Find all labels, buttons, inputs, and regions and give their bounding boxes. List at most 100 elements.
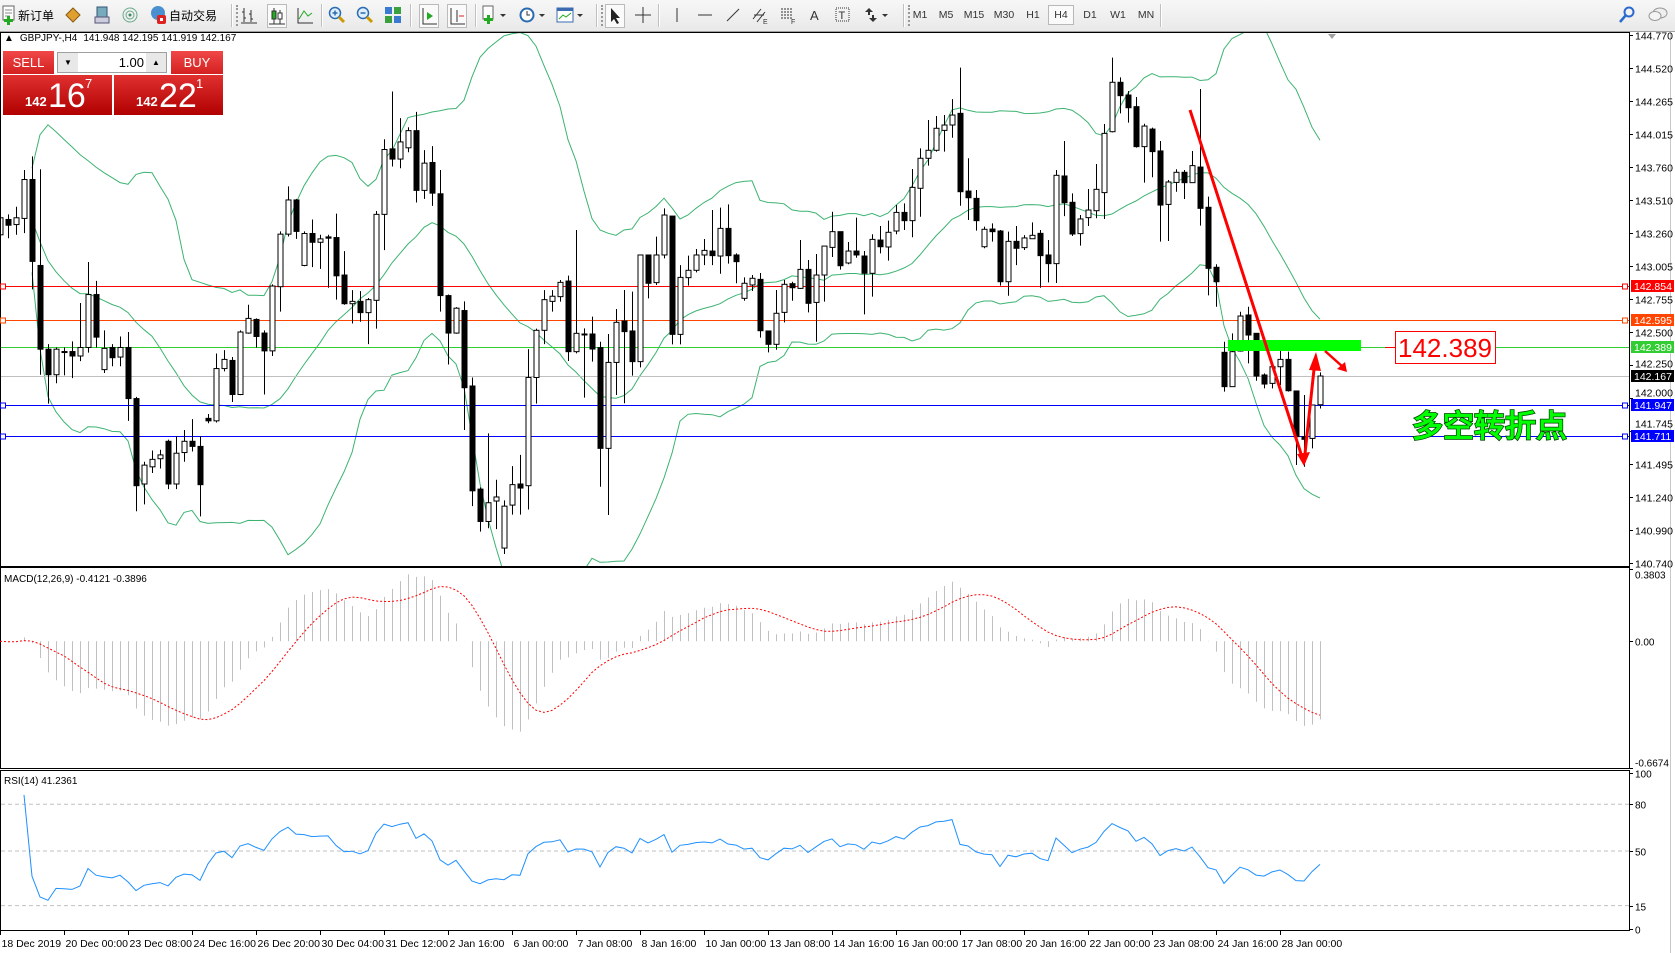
candle: [493, 479, 500, 530]
toolbar: 新订单 自动交易 E F A T M1 M5 M15 M30 H1 H4 D1 …: [0, 0, 1675, 32]
add-indicator-icon: [482, 5, 506, 24]
buy-price-button[interactable]: 142 22 1: [114, 75, 223, 115]
line-anchor-handle[interactable]: [1622, 283, 1628, 290]
line-anchor-handle[interactable]: [0, 402, 6, 409]
horizontal-line-button[interactable]: [696, 4, 714, 26]
candle-body-bull: [237, 331, 244, 396]
candle: [1221, 341, 1228, 392]
chat-icon: [1648, 7, 1668, 21]
price-label-text: 142.389: [1398, 333, 1492, 363]
text-button[interactable]: A: [808, 4, 822, 26]
signal-icon: [122, 7, 138, 23]
lot-increase-button[interactable]: ▲: [146, 53, 166, 72]
line-anchor-handle[interactable]: [0, 283, 6, 290]
auto-trading-button[interactable]: 自动交易: [149, 4, 217, 26]
candle: [429, 146, 436, 206]
candle: [821, 245, 828, 302]
line-anchor-handle[interactable]: [1622, 402, 1628, 409]
fibonacci-button[interactable]: F: [779, 4, 797, 26]
timeframe-m1[interactable]: M1: [912, 9, 928, 21]
chat-button[interactable]: [1647, 4, 1669, 26]
downtrend-line[interactable]: [1188, 109, 1306, 464]
lot-decrease-button[interactable]: ▼: [58, 53, 78, 72]
navigator-button[interactable]: [93, 4, 111, 26]
candle: [221, 350, 228, 372]
terminal-button[interactable]: [121, 4, 139, 26]
price-tick-label: 144.770: [1635, 31, 1673, 43]
channel-button[interactable]: E: [751, 4, 769, 26]
timeframe-h1[interactable]: H1: [1026, 9, 1040, 21]
rebound-arrow-line[interactable]: [1302, 359, 1317, 464]
candle: [373, 210, 380, 329]
timeframe-m5[interactable]: M5: [938, 9, 954, 21]
trendline-button[interactable]: [724, 4, 742, 26]
search-button[interactable]: [1618, 4, 1636, 26]
candle: [397, 118, 404, 169]
zoom-in-button[interactable]: [328, 4, 346, 26]
text-label-button[interactable]: T: [835, 4, 851, 26]
candlestick-chart-button[interactable]: [267, 4, 287, 28]
sell-price-pip: 7: [85, 76, 93, 91]
turning-zone-rectangle[interactable]: [1228, 340, 1361, 351]
timeframe-d1[interactable]: D1: [1083, 9, 1097, 21]
chevron-down-icon: ▼: [64, 58, 72, 67]
templates-button[interactable]: [556, 4, 584, 26]
sell-price-button[interactable]: 142 16 7: [3, 75, 112, 115]
candle: [1309, 404, 1316, 449]
collapse-triangle-icon[interactable]: ▲: [4, 33, 14, 44]
line-anchor-handle[interactable]: [0, 317, 6, 324]
candle-body-bull: [181, 440, 188, 454]
candle: [533, 328, 540, 404]
buy-button[interactable]: BUY: [171, 51, 223, 75]
candle: [549, 290, 556, 312]
projection-arrow-line[interactable]: [1324, 350, 1344, 368]
toolbar-divider: [410, 4, 412, 27]
line-anchor-handle[interactable]: [0, 433, 6, 440]
chart-shift-button[interactable]: [447, 4, 467, 28]
time-tick-label: 8 Jan 16:00: [642, 938, 697, 950]
candle: [389, 91, 396, 167]
candle-body-bear: [1181, 171, 1188, 184]
auto-scroll-button[interactable]: [419, 4, 439, 28]
timeframe-m30[interactable]: M30: [993, 9, 1015, 21]
line-anchor-handle[interactable]: [1622, 317, 1628, 324]
periods-button[interactable]: [518, 4, 546, 26]
candle: [1021, 235, 1028, 250]
time-tick-label: 20 Jan 16:00: [1026, 938, 1087, 950]
price-line-label: 141.711: [1634, 431, 1671, 443]
price-label-box[interactable]: [1395, 331, 1496, 364]
candle: [341, 251, 348, 305]
market-watch-button[interactable]: [64, 4, 82, 26]
line-anchor-handle[interactable]: [1622, 433, 1628, 440]
candle: [485, 433, 492, 529]
candle: [437, 169, 444, 312]
zoom-out-button[interactable]: [356, 4, 374, 26]
chart-shift-marker-icon[interactable]: [1328, 34, 1336, 39]
arrows-button[interactable]: [864, 4, 890, 26]
timeframe-mn[interactable]: MN: [1137, 9, 1155, 21]
timeframe-w1[interactable]: W1: [1110, 9, 1126, 21]
lot-size-field[interactable]: ▼ 1.00 ▲: [57, 52, 167, 73]
lot-size-value[interactable]: 1.00: [118, 55, 144, 70]
bar-chart-button[interactable]: [240, 4, 258, 26]
crosshair-button[interactable]: [634, 4, 652, 26]
toolbar-grip[interactable]: [908, 5, 912, 26]
candlestick-icon: [269, 8, 285, 25]
toolbar-grip[interactable]: [601, 5, 605, 26]
tile-windows-button[interactable]: [384, 4, 402, 26]
sell-button[interactable]: SELL: [3, 51, 54, 75]
candle: [1261, 373, 1268, 389]
candle-body-bull: [541, 299, 548, 331]
toolbar-grip[interactable]: [236, 5, 240, 26]
chart-background: [0, 31, 1675, 953]
new-order-button[interactable]: 新订单: [1, 4, 54, 26]
cursor-button[interactable]: [605, 4, 625, 28]
timeframe-m15[interactable]: M15: [963, 9, 985, 21]
price-tick-label: 143.005: [1635, 262, 1673, 274]
indicators-button[interactable]: [481, 4, 507, 26]
time-tick-label: 24 Jan 16:00: [1218, 938, 1279, 950]
vertical-line-button[interactable]: [668, 4, 686, 26]
timeframe-h4[interactable]: H4: [1048, 5, 1074, 25]
line-chart-button[interactable]: [296, 4, 314, 26]
